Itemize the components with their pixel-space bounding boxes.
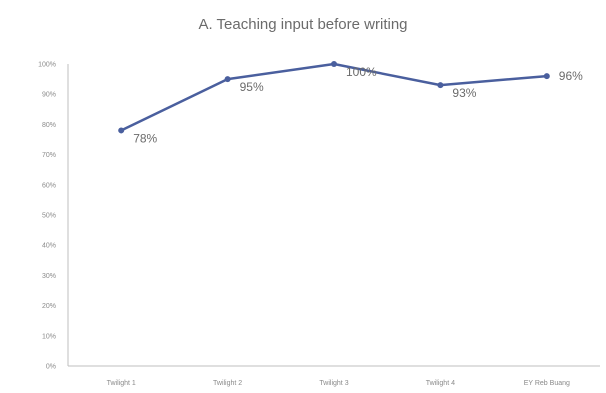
data-labels: 78% 95% 100% 93% 96%: [133, 65, 583, 145]
x-axis: Twilight 1 Twilight 2 Twilight 3 Twilight 4…: [68, 365, 600, 387]
chart-title: A. Teaching input before writing: [198, 16, 408, 33]
data-label: 100%: [346, 65, 377, 79]
series-line: [120, 62, 547, 132]
data-label: 95%: [240, 80, 264, 94]
y-tick-label: 60%: [42, 182, 56, 189]
y-tick-label: 0%: [46, 364, 56, 371]
data-point: [543, 73, 550, 80]
data-label: 96%: [559, 69, 583, 83]
y-tick-label: 50%: [42, 213, 56, 220]
y-tick-label: 90%: [42, 92, 56, 99]
y-tick-label: 10%: [42, 333, 56, 340]
data-label: 78%: [133, 131, 157, 145]
y-axis: 0% 10% 20% 30% 40% 50% 60% 70% 80% 90% 100%: [38, 62, 69, 371]
series: [118, 61, 550, 134]
data-point: [118, 127, 125, 134]
x-tick-label: Twilight 1: [107, 380, 136, 387]
y-tick-label: 30%: [42, 273, 56, 280]
x-tick-label: Twilight 4: [426, 380, 455, 387]
y-tick-label: 80%: [42, 122, 56, 129]
data-label: 93%: [452, 86, 476, 100]
data-point: [331, 61, 337, 67]
y-tick-label: 100%: [38, 62, 56, 69]
data-point: [437, 82, 444, 89]
y-tick-label: 40%: [42, 243, 56, 250]
data-point: [224, 76, 231, 83]
y-tick-label: 20%: [42, 303, 56, 310]
x-tick-label: EY Reb Buang: [524, 380, 570, 387]
y-tick-label: 70%: [42, 152, 56, 159]
x-tick-label: Twilight 2: [213, 380, 242, 387]
x-tick-label: Twilight 3: [319, 380, 348, 387]
